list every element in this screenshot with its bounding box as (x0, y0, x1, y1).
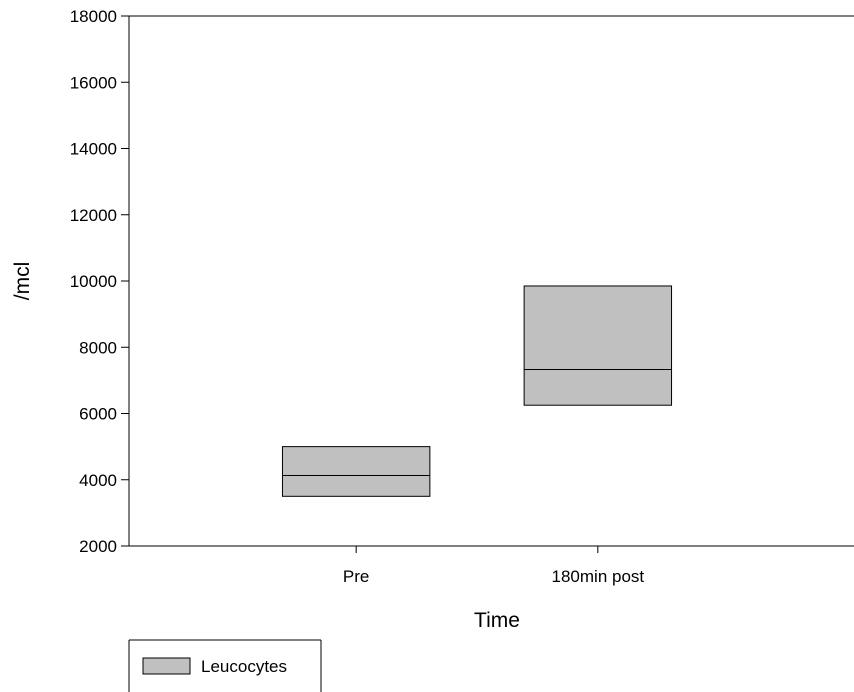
x-axis-ticks: Pre 180min post (343, 546, 644, 586)
y-axis-title: /mcl (11, 262, 34, 301)
boxes (281, 285, 673, 497)
y-tick-label: 16000 (70, 73, 117, 92)
x-tick-label: 180min post (552, 567, 645, 586)
box-180min-post (523, 285, 673, 406)
box-pre (281, 446, 431, 497)
y-tick-label: 18000 (70, 7, 117, 26)
plot-frame (128, 15, 854, 547)
y-tick-label: 2000 (79, 537, 117, 556)
y-axis-ticks: 2000 4000 6000 8000 10000 12000 14000 16000 1800… (70, 7, 129, 556)
y-tick-label: 4000 (79, 471, 117, 490)
y-tick-label: 14000 (70, 140, 117, 159)
y-tick-label: 8000 (79, 338, 117, 357)
y-tick-label: 10000 (70, 272, 117, 291)
legend-label: Leucocytes (201, 657, 287, 676)
x-axis-title: Time (474, 609, 520, 632)
legend: Leucocytes (128, 639, 322, 692)
legend-swatch (142, 657, 191, 675)
y-tick-label: 12000 (70, 206, 117, 225)
x-tick-label: Pre (343, 567, 369, 586)
y-tick-label: 6000 (79, 405, 117, 424)
